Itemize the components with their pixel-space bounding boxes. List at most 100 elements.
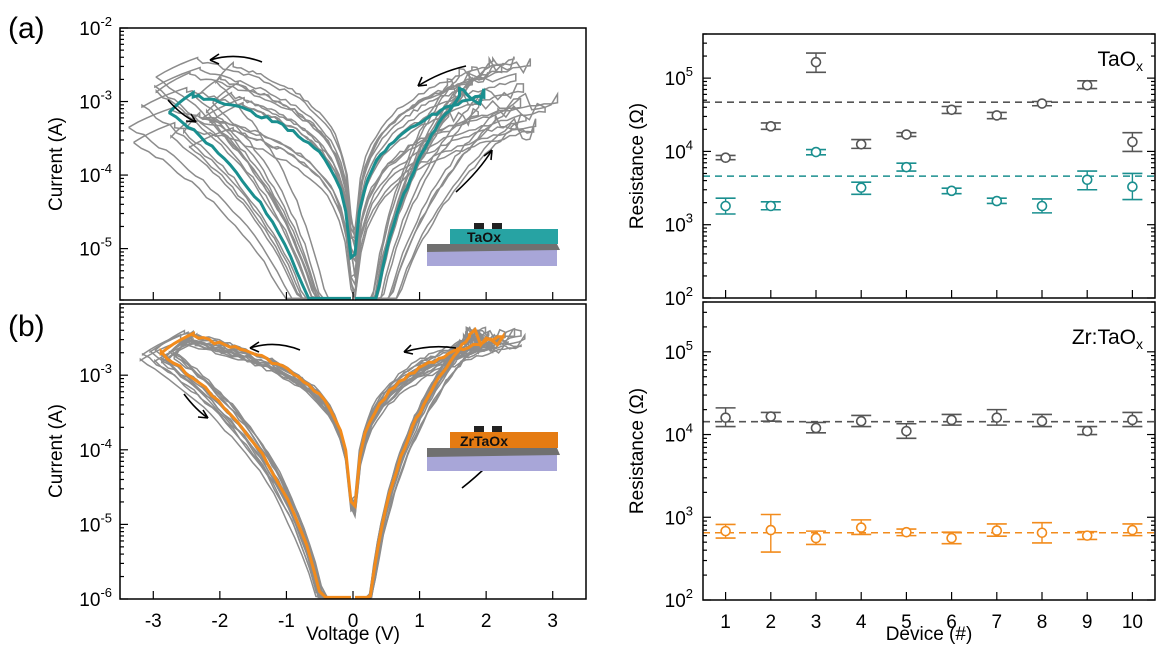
res-b-data-point [810,532,822,544]
iv-b-inset-substrate [427,455,557,471]
res-a-data-point [946,185,957,197]
iv-b-y-tick-label: 10-4 [79,436,112,462]
iv-b-y-tick-label: 10-6 [79,585,112,611]
iv-b-cycle-curve [168,327,522,599]
iv-b-curves [139,325,526,599]
iv-a-y-tick-labels: 10-210-310-410-5 [79,14,112,261]
iv-a-y-tick-label: 10-4 [79,161,112,187]
iv-b-x-tick-label: 3 [547,611,558,632]
iv-b-x-tick-label: 2 [481,611,492,632]
res-a-data-point [765,121,777,132]
res-b-data-point [991,412,1003,423]
iv-b-y-tick-exp: -4 [100,436,112,451]
res-a-title-main: TaO [1097,48,1136,71]
iv-a-arrow-set [455,149,493,193]
res-b-data-point [765,411,777,422]
res-b-y-tick-exp: 3 [686,503,693,518]
iv-a-arrows [167,53,493,193]
iv-a-arrow-set-return-head [417,76,428,87]
res-b-y-tick-exp: 4 [686,421,693,436]
iv-a-arrow-reset-head [209,53,220,65]
res-a-data-point [765,200,777,212]
iv-b-x-tick-label: 0 [348,611,359,632]
iv-a-y-tick-label: 10-5 [79,235,112,261]
res-b-y-tick-base: 10 [665,343,686,364]
iv-b-y-tick-label: 10-5 [79,510,112,536]
res-b-data-point [810,422,822,434]
res-a-data-point [1081,174,1093,186]
res-b-data-point [1127,414,1138,426]
iv-b-y-tick-base: 10 [79,515,100,536]
res-b-points [715,407,1143,553]
iv-b-ticks [120,303,554,600]
res-a-data-point [720,200,731,212]
iv-a-arrow-low-left-head [185,113,197,123]
res-a-data-point [720,152,731,164]
res-b-x-tick-label: 7 [992,612,1003,633]
iv-a-y-tick-exp: -5 [100,235,112,250]
iv-a-arrow-reset [209,55,263,63]
res-a-data-point [855,182,867,193]
iv-a-cycle-curve [141,83,525,300]
iv-b-y-tick-base: 10 [79,441,100,462]
iv-b-x-tick-labels: -3 -2 -1 0 1 2 3 [145,611,558,632]
res-b-data-point [1036,415,1048,427]
res-a-mean-lines [703,101,1155,177]
iv-b-inset-electrode-2 [492,426,502,432]
res-a-y-tick-exp: 4 [686,137,693,152]
iv-a-y-tick-exp: -2 [100,14,112,29]
res-b-y-tick-exp: 2 [686,586,693,601]
res-b-data-point [991,525,1003,536]
res-b-title-main: Zr:TaO [1072,326,1136,349]
res-b-data-point [855,415,867,427]
res-b-x-tick-label: 9 [1082,612,1093,633]
iv-a-cycle-curve [128,102,546,300]
res-b-y-tick-label: 104 [665,421,693,447]
res-b-data-point [1127,524,1138,536]
iv-b-y-tick-base: 10 [79,590,100,611]
res-a-data-point [1127,136,1138,148]
res-a-title-sub: x [1136,58,1143,74]
iv-chart-a: 10-210-310-410-5 Current (A) TaOx [46,14,587,302]
iv-b-arrow-reset [249,343,301,351]
res-a-data-point [991,195,1003,207]
res-b-ticks [703,301,1155,601]
res-a-y-tick-label: 105 [665,64,693,90]
res-b-data-point [1081,425,1093,437]
iv-a-y-tick-exp: -4 [100,161,112,176]
iv-b-x-tick-label: 1 [414,611,425,632]
res-a-data-point [1036,98,1048,109]
iv-b-arrow-low-left-head [197,409,209,419]
res-b-data-point [855,522,867,533]
res-b-xlabel: Device (#) [886,624,973,645]
res-b-data-point [901,526,912,538]
res-a-ticks [703,33,1155,299]
res-b-y-tick-label: 105 [665,338,693,364]
iv-a-arrow-low-left [167,99,197,123]
res-b-x-tick-label: 3 [811,612,822,633]
panel-label-a: (a) [8,12,45,45]
res-a-data-point [1036,200,1048,212]
iv-b-x-tick-label: -3 [145,611,162,632]
res-b-title-sub: x [1136,336,1143,352]
res-b-frame [702,301,1156,601]
res-a-data-point [901,161,912,173]
res-b-data-point [946,414,957,426]
iv-a-highlight-curve [168,86,486,300]
iv-a-inset-electrode-1 [474,223,484,229]
res-b-data-point [720,412,731,423]
res-b-y-tick-label: 103 [665,503,693,529]
res-b-data-point [720,525,731,537]
iv-b-x-tick-label: -2 [211,611,228,632]
iv-b-arrow-reset-head [249,341,260,353]
iv-a-inset-substrate [427,250,557,266]
iv-a-y-tick-exp: -3 [100,88,112,103]
iv-a-y-tick-base: 10 [79,93,100,114]
iv-a-y-tick-base: 10 [79,19,100,40]
res-b-x-tick-label: 5 [901,612,912,633]
iv-a-y-tick-label: 10-2 [79,14,112,40]
iv-b-y-tick-labels: 10-310-410-510-6 [79,361,112,611]
iv-a-inset-electrode-2 [492,223,502,229]
